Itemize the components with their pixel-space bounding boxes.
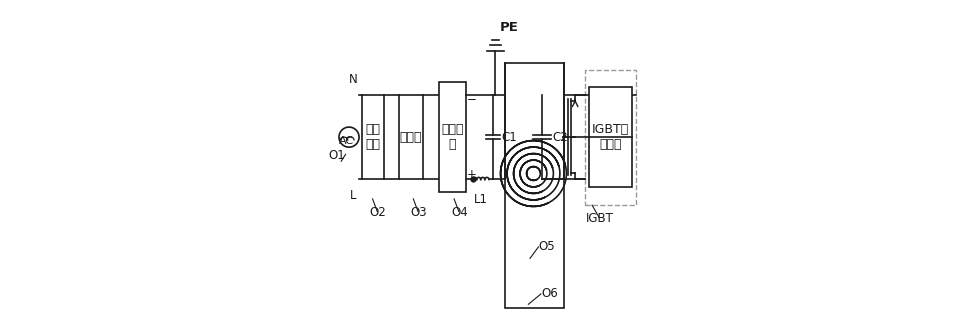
Text: O3: O3 <box>410 206 427 219</box>
Text: L: L <box>350 189 357 202</box>
Text: 滤波器: 滤波器 <box>399 131 422 144</box>
Text: N: N <box>349 72 358 86</box>
Text: IGBT驱
动电路: IGBT驱 动电路 <box>592 123 629 151</box>
Text: O2: O2 <box>369 206 387 219</box>
Text: C1: C1 <box>502 131 517 144</box>
Bar <box>361 95 384 180</box>
Bar <box>588 87 632 187</box>
Text: O4: O4 <box>451 206 468 219</box>
Text: +: + <box>467 168 477 181</box>
Text: L1: L1 <box>474 193 487 206</box>
Text: C2: C2 <box>552 131 568 144</box>
Bar <box>439 82 466 192</box>
Text: 保护
电路: 保护 电路 <box>365 123 381 151</box>
Text: IGBT: IGBT <box>586 212 613 225</box>
Bar <box>585 70 636 204</box>
Bar <box>505 63 565 308</box>
Bar <box>399 95 422 180</box>
Text: O5: O5 <box>539 240 555 253</box>
Text: O6: O6 <box>541 287 558 301</box>
Text: AC: AC <box>339 135 354 146</box>
Text: O1: O1 <box>328 149 346 163</box>
Text: PE: PE <box>500 21 518 34</box>
Text: −: − <box>467 93 477 106</box>
Text: 整流模
块: 整流模 块 <box>441 123 463 151</box>
